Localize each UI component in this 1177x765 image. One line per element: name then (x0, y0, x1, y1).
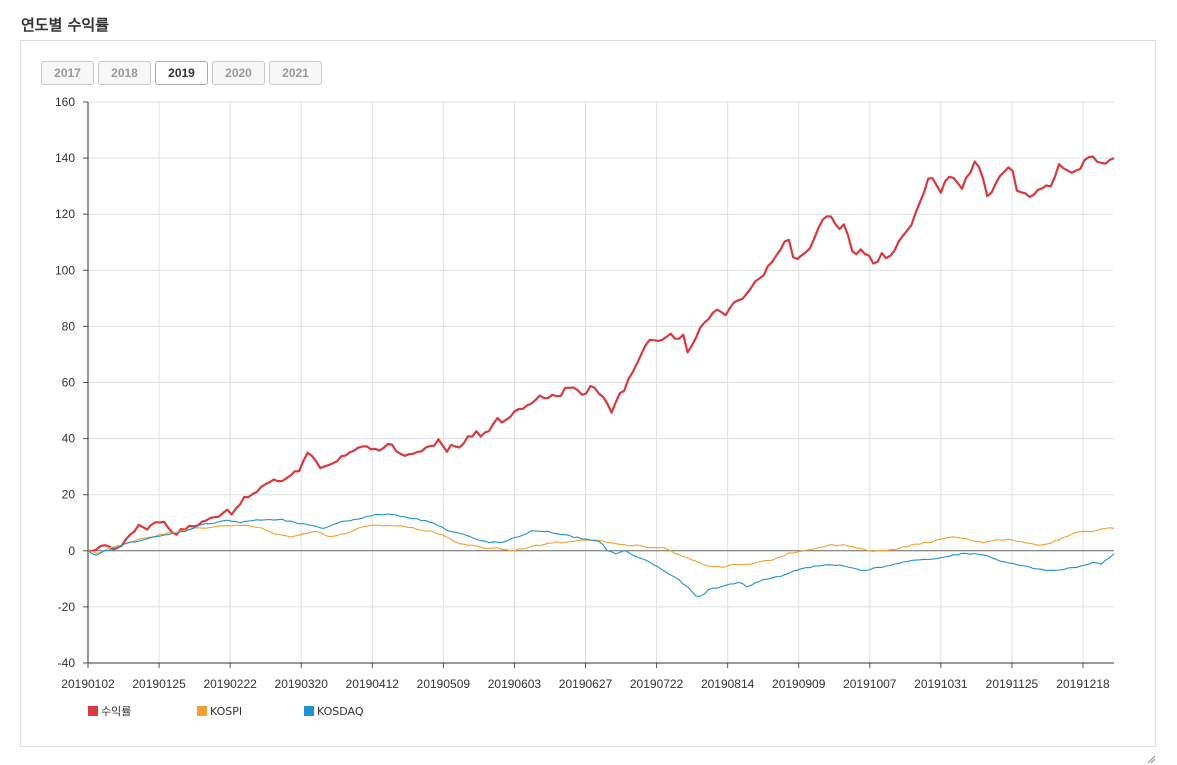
tab-2017[interactable]: 2017 (41, 61, 94, 85)
y-tick-label: 160 (55, 95, 75, 109)
legend-swatch (304, 706, 314, 716)
x-tick-label: 20190102 (61, 677, 115, 691)
x-tick-label: 20190222 (203, 677, 257, 691)
x-tick-label: 20190627 (559, 677, 613, 691)
y-tick-label: 80 (62, 319, 76, 333)
y-tick-label: -20 (58, 600, 76, 614)
y-tick-label: 120 (55, 207, 75, 221)
legend-label[interactable]: KOSDAQ (317, 705, 364, 718)
x-tick-label: 20191218 (1056, 677, 1110, 691)
x-tick-label: 20190814 (701, 677, 755, 691)
x-tick-label: 20191125 (986, 677, 1039, 691)
resize-handle-icon[interactable] (1146, 754, 1156, 764)
series-line-KOSDAQ (87, 513, 1115, 597)
y-tick-label: 60 (62, 376, 76, 390)
legend-swatch (88, 706, 98, 716)
x-tick-label: 20190603 (488, 677, 542, 691)
tab-2021[interactable]: 2021 (269, 61, 322, 85)
x-tick-label: 20190509 (417, 677, 471, 691)
tab-2018[interactable]: 2018 (98, 61, 151, 85)
year-tabs: 2017 2018 2019 2020 2021 (41, 61, 322, 85)
legend-label[interactable]: 수익률 (101, 705, 131, 718)
x-tick-label: 20190909 (772, 677, 826, 691)
series-line-수익률 (87, 155, 1115, 553)
x-tick-label: 20190412 (346, 677, 400, 691)
y-tick-label: 100 (55, 263, 75, 277)
x-tick-label: 20190722 (630, 677, 684, 691)
y-tick-label: 0 (68, 544, 75, 558)
tab-2019[interactable]: 2019 (155, 61, 208, 85)
legend-swatch (197, 706, 207, 716)
y-tick-label: -40 (58, 656, 76, 670)
y-tick-label: 20 (62, 488, 76, 502)
x-tick-label: 20190320 (275, 677, 329, 691)
x-tick-label: 20190125 (132, 677, 186, 691)
x-tick-label: 20191031 (914, 677, 968, 691)
tab-2020[interactable]: 2020 (212, 61, 265, 85)
x-tick-label: 20191007 (843, 677, 897, 691)
page-title: 연도별 수익률 (21, 16, 110, 34)
series-line-KOSPI (87, 524, 1115, 568)
legend-label[interactable]: KOSPI (210, 705, 242, 718)
y-tick-label: 40 (62, 432, 76, 446)
y-tick-label: 140 (55, 151, 75, 165)
